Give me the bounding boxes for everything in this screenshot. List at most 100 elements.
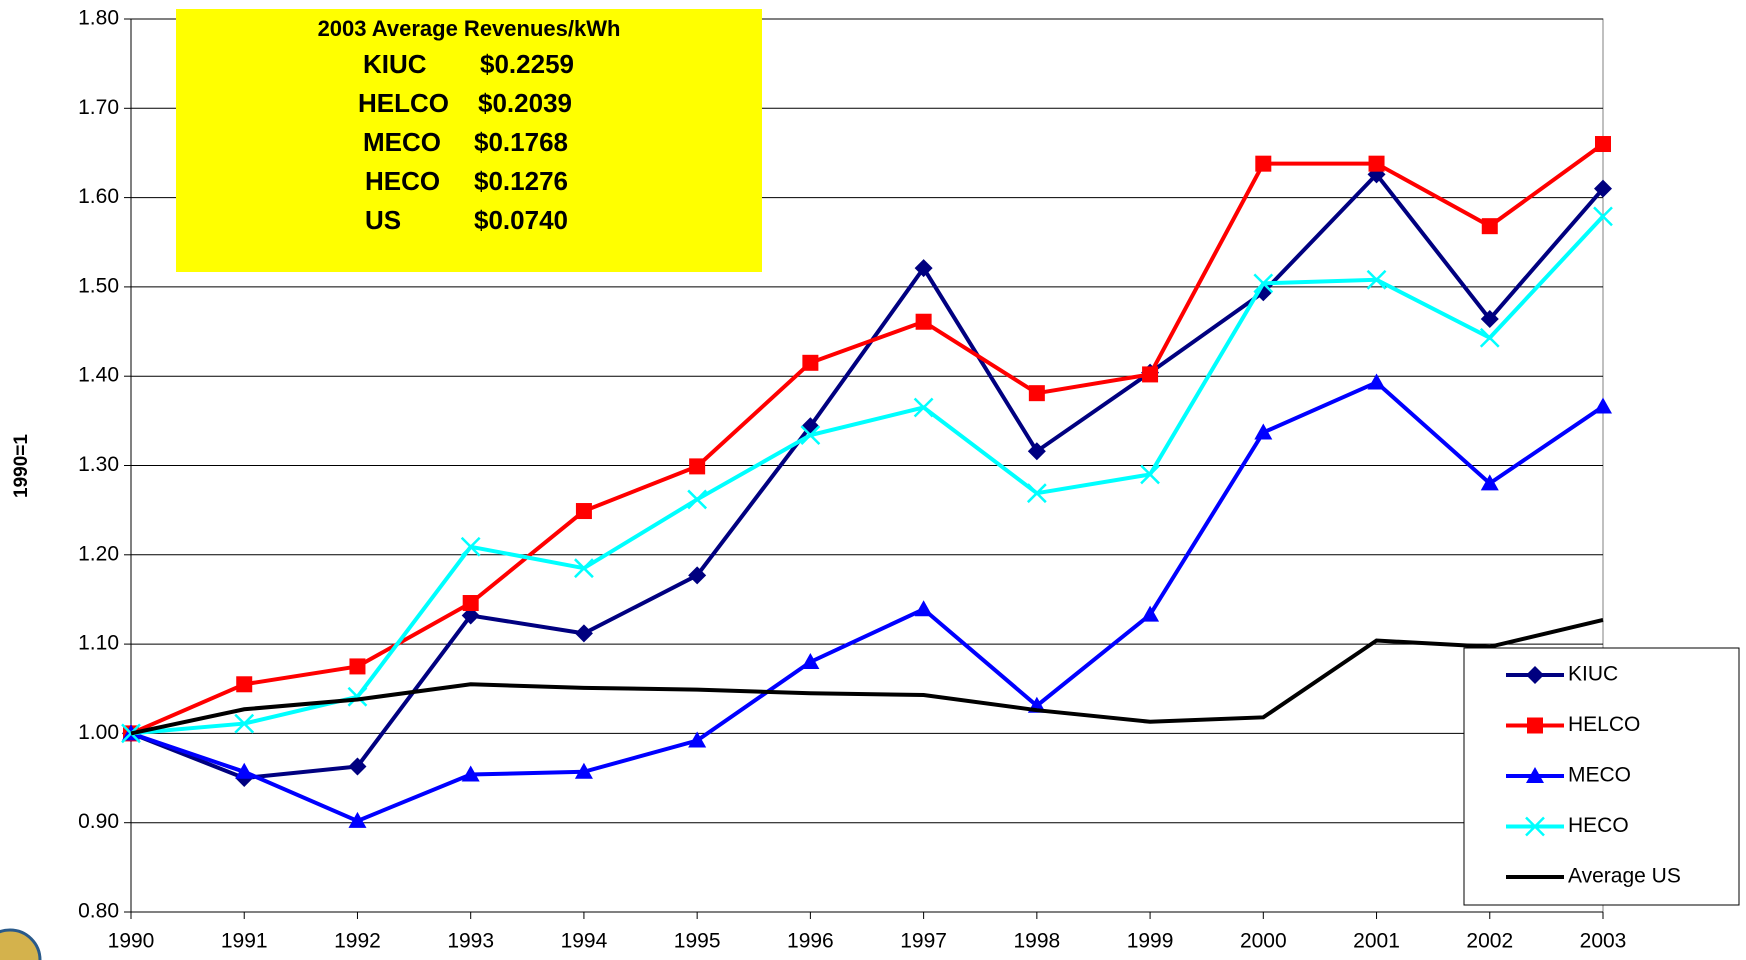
y-tick-label: 1.00 (78, 721, 119, 744)
marker (688, 566, 707, 585)
annotation-value: $0.0740 (474, 205, 568, 235)
marker (1253, 273, 1274, 294)
marker (1142, 366, 1159, 383)
marker (1254, 423, 1273, 440)
marker (574, 762, 593, 779)
y-tick-label: 1.40 (78, 364, 119, 387)
marker (1527, 717, 1543, 734)
x-tick-label: 2002 (1466, 930, 1513, 953)
annotation: 2003 Average Revenues/kWh KIUC $0.2259 HELC… (176, 9, 762, 272)
annotation-name: HECO (365, 166, 440, 196)
marker (461, 765, 480, 782)
marker (574, 558, 594, 579)
marker (462, 595, 479, 612)
logo (0, 928, 42, 960)
annotation-box (176, 9, 762, 272)
x-tick-label: 1996 (787, 930, 834, 953)
x-tick-label: 1991 (221, 930, 268, 953)
marker (460, 536, 481, 557)
marker (1368, 155, 1385, 172)
marker (915, 313, 932, 330)
x-tick-label: 1997 (900, 930, 947, 953)
marker (914, 259, 933, 278)
x-tick-label: 1994 (561, 930, 608, 953)
marker (1366, 269, 1387, 290)
marker (1481, 218, 1498, 235)
marker (687, 489, 708, 510)
marker (1480, 474, 1499, 491)
annotation-value: $0.2039 (478, 88, 572, 118)
marker (1479, 327, 1500, 348)
legend-label: HECO (1568, 814, 1629, 837)
marker (1140, 464, 1160, 485)
marker (802, 354, 819, 371)
marker (688, 731, 707, 748)
marker (914, 600, 933, 617)
y-tick-label: 1.60 (78, 185, 119, 208)
marker (1525, 816, 1545, 837)
y-tick-label: 1.30 (78, 453, 119, 476)
marker (1594, 397, 1612, 414)
legend-label: MECO (1568, 764, 1631, 787)
marker (349, 658, 366, 675)
marker (574, 624, 593, 643)
legend-label: Average US (1568, 865, 1681, 888)
annotation-value: $0.1276 (474, 166, 568, 196)
series-line (130, 142, 1605, 736)
x-tick-label: 2003 (1580, 930, 1627, 953)
y-tick-label: 0.80 (78, 900, 119, 923)
marker (689, 458, 706, 475)
marker (235, 762, 254, 779)
annotation-name: MECO (363, 127, 441, 157)
marker (1367, 373, 1386, 390)
y-tick-label: 1.50 (78, 274, 119, 297)
marker (461, 606, 480, 625)
annotation-name: US (365, 205, 401, 235)
x-tick-label: 2000 (1240, 930, 1287, 953)
legend-label: KIUC (1568, 663, 1618, 686)
series-line (130, 618, 1604, 736)
y-tick-label: 1.20 (78, 542, 119, 565)
x-tick-label: 1995 (674, 930, 721, 953)
series-line (130, 380, 1605, 824)
y-axis-label: 1990=1 (11, 434, 32, 498)
marker (348, 757, 367, 776)
legend-label: HELCO (1568, 713, 1640, 736)
x-tick-label: 1999 (1127, 930, 1174, 953)
annotation-name: HELCO (358, 88, 449, 118)
marker (1028, 385, 1045, 402)
marker (348, 811, 367, 828)
y-tick-label: 0.90 (78, 810, 119, 833)
marker (800, 425, 821, 446)
marker (1141, 605, 1160, 622)
marker (1526, 666, 1544, 684)
marker (1595, 136, 1611, 153)
y-tick-label: 1.70 (78, 96, 119, 119)
marker (913, 397, 934, 418)
series-line (130, 214, 1605, 736)
x-tick-label: 1993 (447, 930, 494, 953)
y-tick-label: 1.80 (78, 7, 119, 30)
marker (1255, 155, 1272, 172)
marker (575, 503, 592, 520)
marker (236, 676, 253, 693)
y-tick-label: 1.10 (78, 632, 119, 655)
annotation-value: $0.1768 (474, 127, 568, 157)
marker (1526, 767, 1544, 783)
x-tick-label: 1990 (108, 930, 155, 953)
marker (1027, 442, 1046, 461)
marker (1026, 483, 1047, 504)
marker (1594, 179, 1612, 198)
x-tick-label: 1998 (1013, 930, 1060, 953)
annotation-value: $0.2259 (480, 49, 574, 79)
marker (347, 686, 368, 707)
annotation-title: 2003 Average Revenues/kWh (318, 16, 621, 41)
marker (234, 713, 255, 734)
series-line (130, 171, 1605, 781)
marker (801, 652, 820, 669)
annotation-name: KIUC (363, 49, 427, 79)
marker (1480, 310, 1499, 329)
marker (1593, 206, 1613, 227)
x-tick-label: 2001 (1353, 930, 1400, 953)
